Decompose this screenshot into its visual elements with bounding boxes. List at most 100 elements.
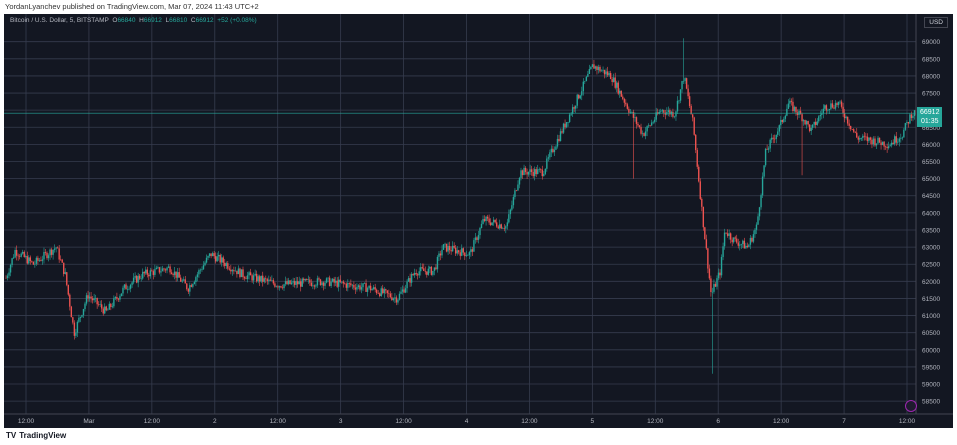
- candle-body: [120, 293, 123, 297]
- candle-body: [863, 135, 866, 137]
- candle-body: [732, 237, 735, 243]
- candle-body: [663, 110, 665, 113]
- candle-body: [606, 71, 609, 76]
- candle-body: [196, 274, 199, 278]
- candle-body: [379, 293, 381, 297]
- candle-body: [380, 288, 382, 297]
- candle-body: [664, 112, 667, 115]
- candle-body: [521, 170, 524, 176]
- candle-body: [638, 125, 641, 127]
- candle-body: [26, 256, 28, 264]
- candle-body: [131, 282, 133, 285]
- candle-body: [88, 296, 91, 299]
- candle-body: [906, 122, 908, 123]
- open-value: 66840: [117, 17, 136, 24]
- candle-body: [424, 270, 426, 272]
- candle-body: [167, 266, 170, 268]
- candle-body: [685, 78, 688, 89]
- candle-body: [875, 143, 878, 146]
- candle-body: [336, 280, 338, 287]
- candle-body: [661, 110, 663, 112]
- candle-body: [423, 268, 425, 271]
- candle-body: [770, 137, 773, 140]
- candle-body: [655, 112, 657, 120]
- candle-body: [345, 283, 348, 288]
- candle-body: [807, 121, 809, 125]
- candle-body: [777, 131, 779, 135]
- candle-body: [91, 298, 94, 301]
- candle-body: [338, 279, 340, 287]
- candle-body: [614, 77, 616, 88]
- candle-body: [503, 228, 505, 229]
- candle-body: [262, 275, 264, 282]
- candle-body: [611, 79, 613, 83]
- candle-body: [846, 116, 849, 124]
- candle-body: [252, 275, 255, 281]
- candle-body: [456, 250, 458, 254]
- currency-button[interactable]: USD: [924, 17, 948, 28]
- candle-body: [477, 235, 480, 240]
- candle-body: [736, 238, 738, 243]
- candle-body: [617, 82, 619, 94]
- candle-body: [67, 284, 69, 295]
- candle-body: [327, 277, 329, 279]
- candle-body: [123, 284, 126, 288]
- candle-body: [157, 267, 159, 268]
- candle-body: [283, 284, 285, 289]
- candle-body: [208, 253, 211, 256]
- candle-body: [155, 267, 158, 270]
- candle-body: [269, 279, 272, 281]
- candle-body: [489, 222, 492, 226]
- candle-body: [552, 148, 554, 153]
- candle-body: [708, 268, 711, 279]
- y-tick-label: 62000: [922, 279, 940, 286]
- candle-body: [585, 76, 588, 82]
- candle-body: [789, 100, 791, 104]
- candle-body: [515, 190, 518, 191]
- x-tick-label: 12:00: [899, 418, 916, 425]
- candle-body: [134, 276, 136, 278]
- candle-body: [271, 280, 273, 281]
- candle-body: [318, 278, 320, 280]
- tradingview-logo[interactable]: TV TradingView: [6, 431, 66, 440]
- candle-body: [728, 233, 730, 236]
- chart-panel[interactable]: 6900068500680006750067000665006600065500…: [4, 14, 953, 428]
- candle-body: [129, 284, 132, 289]
- candle-body: [14, 249, 16, 258]
- candle-body: [430, 266, 433, 275]
- candle-body: [219, 254, 221, 263]
- candle-body: [195, 277, 197, 283]
- candle-body: [324, 282, 326, 286]
- candle-body: [816, 121, 818, 125]
- candle-body: [44, 252, 47, 253]
- candle-body: [474, 237, 477, 241]
- candle-body: [354, 287, 357, 290]
- candle-body: [40, 260, 42, 261]
- candle-body: [259, 276, 261, 282]
- candle-body: [281, 287, 284, 289]
- candle-body: [887, 146, 890, 149]
- candle-body: [248, 272, 250, 276]
- candle-body: [825, 105, 828, 111]
- candle-body: [386, 290, 389, 294]
- y-tick-label: 60500: [922, 330, 940, 337]
- candle-body: [672, 111, 674, 117]
- candlestick-chart[interactable]: 6900068500680006750067000665006600065500…: [4, 14, 953, 428]
- candle-body: [333, 278, 335, 283]
- candle-body: [277, 286, 279, 288]
- candle-body: [473, 240, 475, 252]
- candle-body: [667, 110, 670, 113]
- candle-body: [344, 283, 346, 285]
- candle-body: [653, 119, 656, 122]
- candle-body: [222, 257, 224, 263]
- candle-body: [684, 78, 686, 81]
- candle-body: [32, 261, 35, 265]
- candle-body: [889, 145, 891, 147]
- x-tick-label: 12:00: [18, 418, 35, 425]
- candle-body: [547, 157, 550, 159]
- candle-body: [210, 253, 212, 257]
- candle-body: [325, 278, 328, 283]
- candle-body: [883, 141, 885, 147]
- candle-body: [787, 103, 790, 109]
- candle-body: [263, 278, 265, 282]
